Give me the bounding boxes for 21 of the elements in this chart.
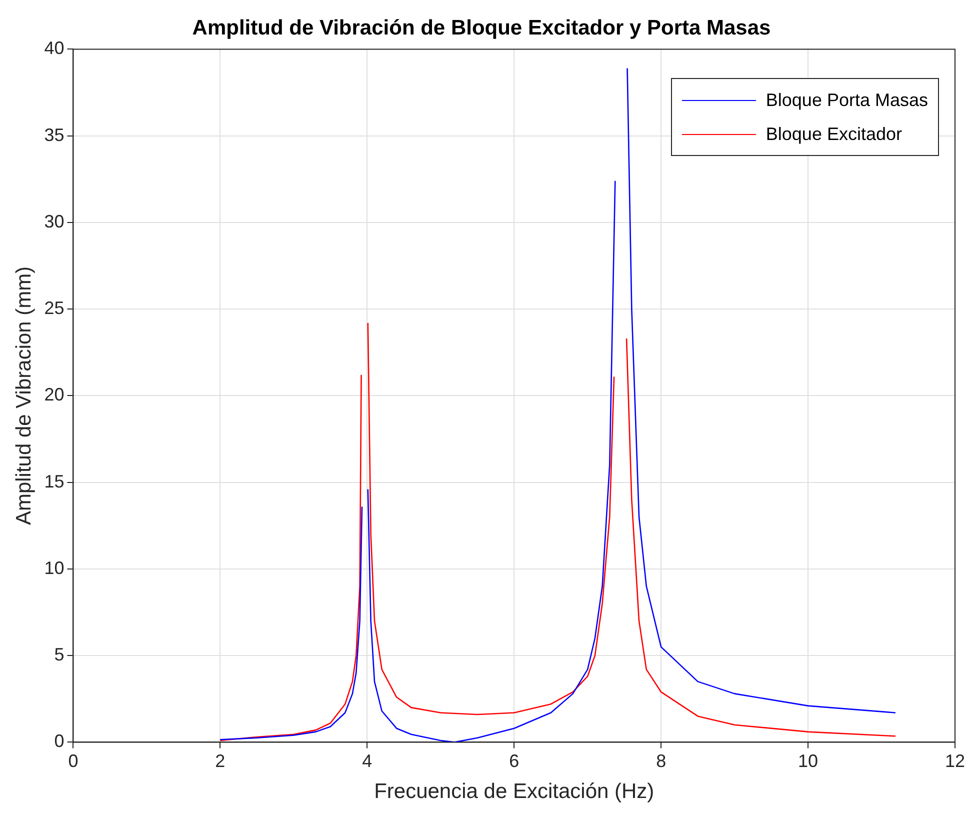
x-axis-title: Frecuencia de Excitación (Hz) xyxy=(374,780,654,804)
y-tick-label: 20 xyxy=(44,384,64,405)
y-tick-label: 10 xyxy=(44,558,64,578)
chart-title: Amplitud de Vibración de Bloque Excitador y Porta Masas xyxy=(192,16,771,40)
x-tick-label: 2 xyxy=(215,750,226,771)
legend-label: Bloque Excitador xyxy=(766,124,902,144)
y-tick-label: 30 xyxy=(44,211,64,232)
y-tick-label: 0 xyxy=(54,731,64,752)
x-tick-label: 6 xyxy=(509,750,520,771)
legend-label: Bloque Porta Masas xyxy=(766,90,928,110)
x-tick-label: 10 xyxy=(798,750,818,771)
x-tick-label: 0 xyxy=(68,750,78,771)
y-tick-label: 40 xyxy=(44,38,64,58)
x-tick-label: 4 xyxy=(362,750,372,771)
x-tick-label: 12 xyxy=(944,750,966,771)
y-tick-label: 25 xyxy=(44,298,64,318)
y-tick-label: 5 xyxy=(54,644,64,665)
y-axis-title: Amplitud de Vibracion (mm) xyxy=(12,266,36,526)
y-tick-label: 35 xyxy=(44,124,64,145)
x-tick-label: 8 xyxy=(656,750,666,771)
y-tick-label: 15 xyxy=(44,471,64,492)
